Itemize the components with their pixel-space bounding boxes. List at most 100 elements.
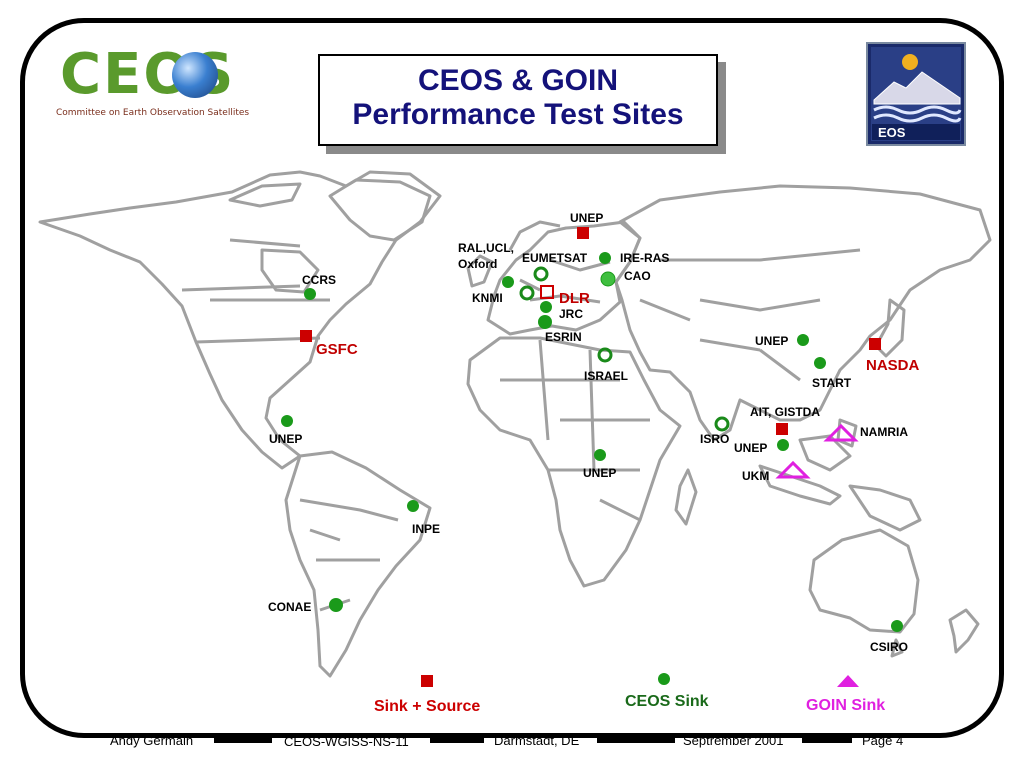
footer-divider: [214, 738, 272, 743]
footer-page: Page 4: [862, 733, 904, 748]
footer-divider: [802, 738, 852, 743]
site-inpe: INPE: [407, 500, 440, 536]
site-dlr: DLR: [540, 285, 590, 307]
legend-sink-source: Sink + Source: [374, 698, 481, 715]
site-label: UNEP: [734, 441, 767, 455]
site-ukm: UKM: [742, 460, 811, 483]
site-unep-europe: UNEP: [570, 211, 603, 239]
sink-source-marker: [300, 330, 312, 342]
footer-divider: [430, 738, 484, 743]
site-unep-asia: UNEP: [755, 334, 809, 348]
sink-source-marker: [776, 423, 788, 435]
site-ral-ucl-oxford: RAL,UCL, Oxford: [458, 241, 549, 282]
site-label: ISRO: [700, 432, 729, 446]
site-label: UNEP: [570, 211, 603, 225]
ceos-sink-marker: [600, 271, 616, 287]
title-line-2: Performance Test Sites: [352, 98, 684, 131]
site-label: CAO: [624, 269, 651, 283]
site-label: CONAE: [268, 600, 311, 614]
ceos-sink-marker: [538, 315, 552, 329]
globe-icon: [172, 52, 218, 98]
site-jrc: JRC: [540, 301, 583, 321]
ceos-sink-marker: [502, 276, 514, 288]
site-esrin: ESRIN: [538, 315, 582, 344]
site-label-line1: RAL,UCL,: [458, 241, 514, 255]
ceos-sink-marker: [777, 439, 789, 451]
site-label: ESRIN: [545, 330, 582, 344]
footer-location: Darmstadt, DE: [494, 733, 580, 748]
title-line-1: CEOS & GOIN: [417, 64, 619, 97]
site-cao: CAO: [600, 269, 651, 287]
site-namria: NAMRIA: [823, 423, 908, 442]
ceos-sink-marker: [304, 288, 316, 300]
sink-source-open-marker: [540, 285, 554, 299]
site-knmi: KNMI: [472, 276, 514, 305]
legend-ceos-sink: CEOS Sink: [625, 693, 709, 710]
eos-logo: EOS: [866, 42, 966, 146]
site-label: KNMI: [472, 291, 503, 305]
footer-author: Andy Germain: [110, 733, 194, 748]
sink-source-marker: [869, 338, 881, 350]
site-label: UNEP: [755, 334, 788, 348]
site-gsfc: GSFC: [300, 330, 358, 358]
ceos-sink-marker: [594, 449, 606, 461]
site-isro: ISRO: [700, 416, 730, 446]
legend-goin-sink-symbol: [837, 675, 859, 687]
site-label: CSIRO: [870, 640, 908, 654]
ceos-sink-marker: [281, 415, 293, 427]
site-start: START: [812, 357, 852, 390]
site-csiro: CSIRO: [870, 620, 908, 654]
sink-source-marker: [577, 227, 589, 239]
site-label: GSFC: [316, 341, 358, 358]
ceos-sink-marker: [814, 357, 826, 369]
footer-doc: CEOS-WGISS-NS-11: [284, 734, 409, 749]
ceos-sink-open-marker: [714, 416, 730, 432]
legend-ceos-sink-symbol: [658, 673, 670, 685]
site-label: UNEP: [269, 432, 302, 446]
site-label: IRE-RAS: [620, 251, 669, 265]
site-ait-gistda: AIT, GISTDA: [750, 405, 820, 435]
ceos-sink-marker: [329, 598, 343, 612]
ceos-sink-marker: [407, 500, 419, 512]
site-label: UKM: [742, 469, 769, 483]
site-label-line2: Oxford: [458, 257, 497, 271]
ceos-sink-marker: [891, 620, 903, 632]
slide-title: CEOS & GOIN Performance Test Sites: [318, 54, 718, 146]
site-unep-latam: UNEP: [269, 415, 302, 446]
site-unep-seasia: UNEP: [734, 439, 789, 455]
site-label: ISRAEL: [584, 369, 628, 383]
site-ccrs: CCRS: [302, 273, 336, 300]
legend-sink-source-symbol: [421, 675, 433, 687]
goin-sink-open-marker: [775, 460, 811, 479]
site-label: NAMRIA: [860, 425, 908, 439]
site-nasda: NASDA: [866, 338, 920, 374]
ceos-logo-subtitle: Committee on Earth Observation Satellite…: [56, 108, 250, 118]
site-unep-africa: UNEP: [583, 449, 616, 480]
site-label: DLR: [559, 290, 590, 307]
legend-goin-sink: GOIN Sink: [806, 697, 886, 714]
map-outlines: [38, 170, 992, 678]
ceos-sink-open-marker: [533, 266, 549, 282]
site-label: EUMETSAT: [522, 251, 588, 265]
site-ire-ras: IRE-RAS: [599, 251, 669, 265]
eos-logo-text: EOS: [878, 125, 906, 140]
site-label: AIT, GISTDA: [750, 405, 820, 419]
site-label: START: [812, 376, 852, 390]
ceos-sink-open-marker: [597, 347, 613, 363]
footer-divider: [597, 738, 675, 743]
site-label: UNEP: [583, 466, 616, 480]
ceos-sink-marker: [599, 252, 611, 264]
ceos-logo: CEOS Committee on Earth Observation Sate…: [50, 42, 266, 124]
site-label: JRC: [559, 307, 583, 321]
ceos-sink-open-marker: [519, 285, 535, 301]
footer-date: Septrember 2001: [683, 733, 784, 748]
site-israel: ISRAEL: [584, 347, 628, 383]
ceos-sink-marker: [797, 334, 809, 346]
site-label: CCRS: [302, 273, 336, 287]
goin-sink-open-marker: [823, 423, 859, 442]
site-label: INPE: [412, 522, 440, 536]
site-conae: CONAE: [268, 598, 343, 614]
site-eumetsat: EUMETSAT: [519, 251, 588, 301]
ceos-sink-marker: [540, 301, 552, 313]
